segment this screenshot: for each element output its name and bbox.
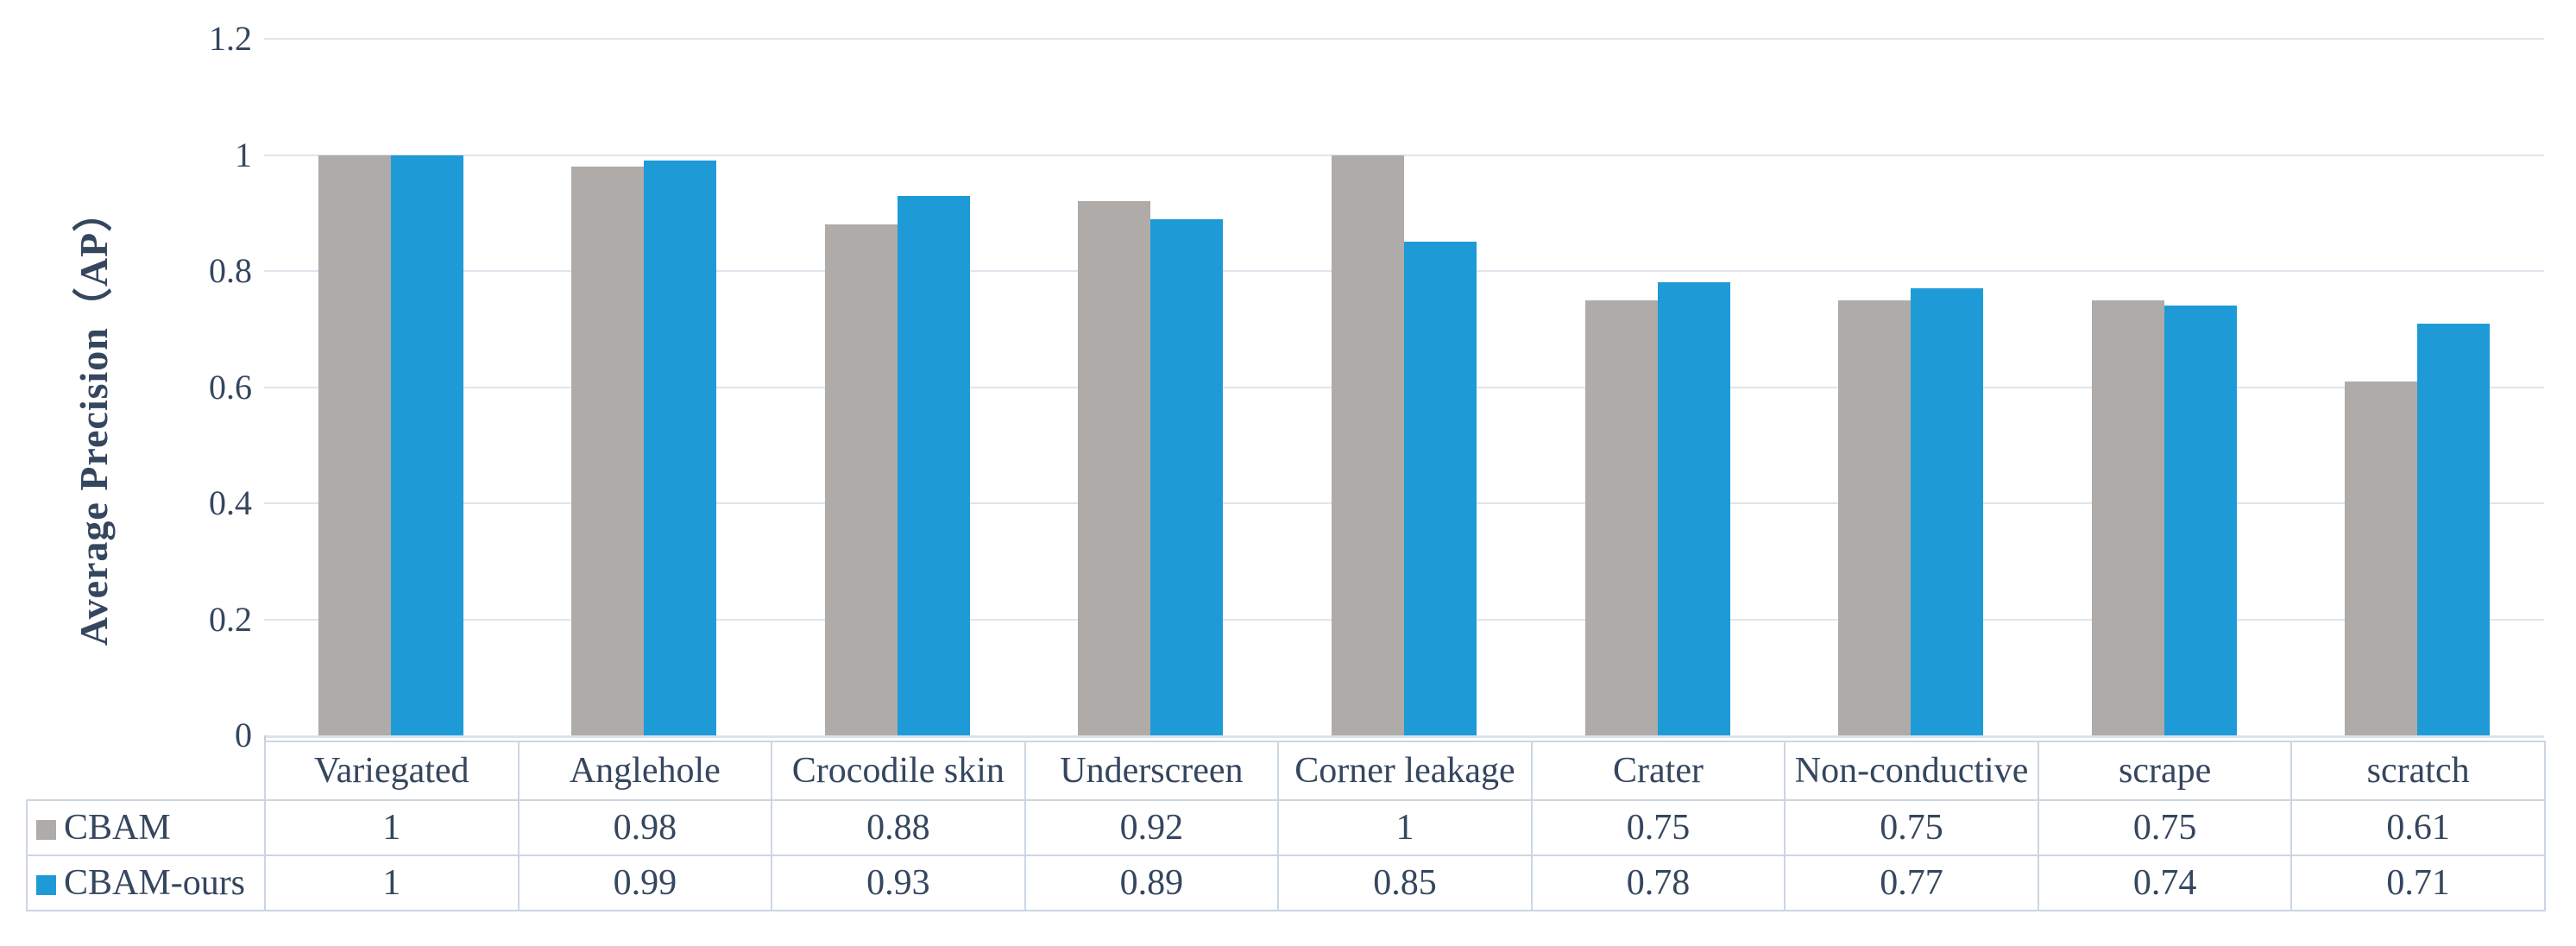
- gridline-y-1.2: [264, 38, 2544, 40]
- legend-cell-cbam: CBAM: [26, 799, 266, 856]
- column-header-variegated: Variegated: [264, 741, 520, 801]
- bar-cbam-ours-scrape: [2163, 306, 2237, 735]
- column-header-underscreen: Underscreen: [1023, 741, 1280, 801]
- table-corner-cell: [27, 741, 265, 800]
- value-cell-cbam-ours-corner-leakage: 0.85: [1277, 855, 1533, 911]
- bar-cbam-underscreen: [1078, 201, 1151, 735]
- value-cell-cbam-crocodile-skin: 0.88: [771, 799, 1026, 856]
- column-header-scrape: scrape: [2037, 741, 2293, 801]
- bar-group-crater: [1531, 39, 1785, 735]
- y-tick-label-0.6: 0.6: [209, 367, 252, 407]
- column-header-crocodile-skin: Crocodile skin: [771, 741, 1026, 801]
- value-cell-cbam-non-conductive: 0.75: [1784, 799, 2039, 856]
- plot-area: [264, 38, 2544, 735]
- gridline-y-1: [264, 154, 2544, 156]
- bar-group-corner-leakage: [1277, 39, 1531, 735]
- legend-swatch-cbam-ours: [36, 875, 56, 895]
- bar-cbam-ours-non-conductive: [1911, 288, 1984, 735]
- value-cell-cbam-crater: 0.75: [1530, 799, 1786, 856]
- value-cell-cbam-variegated: 1: [264, 799, 520, 856]
- bar-cbam-ours-scratch: [2417, 323, 2491, 735]
- bar-group-scrape: [2037, 39, 2291, 735]
- column-header-scratch: scratch: [2290, 741, 2546, 801]
- bar-cbam-ours-crater: [1657, 282, 1730, 735]
- legend-label-cbam: CBAM: [64, 808, 171, 848]
- y-axis-tick-labels: 0 0.2 0.4 0.6 0.8 1 1.2: [104, 19, 252, 754]
- value-cell-cbam-corner-leakage: 1: [1277, 799, 1533, 856]
- data-table: Variegated Anglehole Crocodile skin Undersc…: [26, 741, 2546, 911]
- y-tick-label-0: 0: [235, 716, 252, 754]
- table-header-row: Variegated Anglehole Crocodile skin Undersc…: [27, 741, 2546, 801]
- table-row-cbam-ours: CBAM-ours 1 0.99 0.93 0.89 0.85 0.78 0.77 0.74 0.…: [26, 855, 2546, 911]
- bar-cbam-scrape: [2091, 300, 2164, 735]
- column-header-crater: Crater: [1530, 741, 1786, 801]
- y-tick-label-0.8: 0.8: [209, 251, 252, 290]
- value-cell-cbam-ours-non-conductive: 0.77: [1784, 855, 2039, 911]
- value-cell-cbam-ours-scratch: 0.71: [2290, 855, 2546, 911]
- value-cell-cbam-scratch: 0.61: [2290, 799, 2546, 856]
- y-tick-label-0.2: 0.2: [209, 599, 252, 639]
- bar-cbam-anglehole: [571, 167, 645, 735]
- value-cell-cbam-ours-underscreen: 0.89: [1023, 855, 1280, 911]
- bar-cbam-ours-corner-leakage: [1403, 242, 1477, 735]
- bar-cbam-ours-anglehole: [644, 161, 717, 735]
- bar-group-scratch: [2290, 39, 2544, 735]
- bar-group-underscreen: [1024, 39, 1278, 735]
- value-cell-cbam-ours-variegated: 1: [264, 855, 520, 911]
- legend-swatch-cbam: [36, 820, 56, 840]
- bar-group-non-conductive: [1784, 39, 2037, 735]
- bar-cbam-ours-variegated: [390, 155, 463, 735]
- legend-cell-cbam-ours: CBAM-ours: [26, 855, 266, 911]
- bar-cbam-crater: [1584, 300, 1658, 735]
- bar-cbam-corner-leakage: [1331, 155, 1404, 735]
- value-cell-cbam-ours-crater: 0.78: [1530, 855, 1786, 911]
- x-axis-tick: [264, 735, 266, 743]
- bar-group-anglehole: [518, 39, 772, 735]
- column-header-corner-leakage: Corner leakage: [1277, 741, 1533, 801]
- value-cell-cbam-ours-crocodile-skin: 0.93: [771, 855, 1026, 911]
- bar-cbam-variegated: [318, 155, 391, 735]
- bar-cbam-ours-underscreen: [1150, 218, 1224, 735]
- column-header-non-conductive: Non-conductive: [1784, 741, 2039, 801]
- bar-cbam-non-conductive: [1838, 300, 1912, 735]
- y-tick-label-1: 1: [235, 135, 252, 174]
- legend-label-cbam-ours: CBAM-ours: [64, 863, 246, 903]
- column-header-anglehole: Anglehole: [517, 741, 773, 801]
- value-cell-cbam-underscreen: 0.92: [1023, 799, 1280, 856]
- bar-group-variegated: [264, 39, 518, 735]
- table-row-cbam: CBAM 1 0.98 0.88 0.92 1 0.75 0.75 0.75 0.61: [26, 799, 2546, 856]
- y-tick-label-1.2: 1.2: [209, 19, 252, 58]
- bar-group-crocodile-skin: [771, 39, 1024, 735]
- bar-cbam-scratch: [2345, 381, 2418, 735]
- bar-cbam-crocodile-skin: [824, 224, 898, 735]
- bar-cbam-ours-crocodile-skin: [897, 195, 970, 735]
- value-cell-cbam-ours-anglehole: 0.99: [517, 855, 773, 911]
- x-axis-line: [264, 735, 2544, 738]
- y-tick-label-0.4: 0.4: [209, 483, 252, 522]
- value-cell-cbam-scrape: 0.75: [2037, 799, 2293, 856]
- value-cell-cbam-anglehole: 0.98: [517, 799, 773, 856]
- value-cell-cbam-ours-scrape: 0.74: [2037, 855, 2293, 911]
